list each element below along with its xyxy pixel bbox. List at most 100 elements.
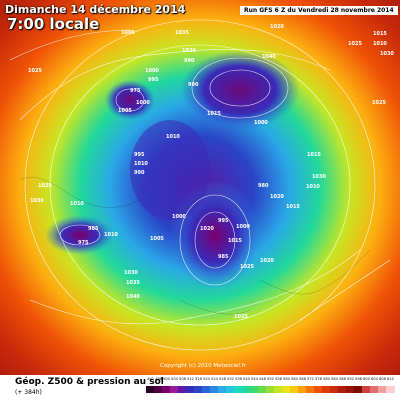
pressure-label: 1005: [121, 30, 135, 36]
legend-swatch: [378, 386, 387, 393]
forecast-lead-time: (+ 384h): [15, 389, 42, 396]
pressure-label: 1000: [145, 68, 159, 74]
pressure-label: 1035: [175, 30, 189, 36]
pressure-label: 1005: [118, 108, 132, 114]
legend-tick-label: 600: [363, 377, 370, 381]
legend-tick-label: 560: [283, 377, 290, 381]
coastlines: [19, 177, 371, 315]
legend-tick-label: 588: [339, 377, 346, 381]
legend-swatch: [386, 386, 395, 393]
geopotential-map-graphic: [0, 0, 400, 375]
pressure-label: 990: [188, 82, 199, 88]
legend-swatch: [290, 386, 299, 393]
pressure-label: 1025: [38, 183, 52, 189]
legend-swatch: [250, 386, 259, 393]
legend-tick-label: 516: [195, 377, 202, 381]
pressure-label: 1015: [228, 238, 242, 244]
legend-tick-label: 528: [219, 377, 226, 381]
legend-tick-label: 536: [235, 377, 242, 381]
legend-tick-label: 548: [259, 377, 266, 381]
pressure-label: 1020: [270, 194, 284, 200]
pressure-label: 1020: [260, 258, 274, 264]
legend-tick-label: 608: [379, 377, 386, 381]
low-pressure-north: [180, 50, 300, 130]
legend-tick-label: 508: [179, 377, 186, 381]
pressure-label: 1005: [150, 236, 164, 242]
legend-swatch: [218, 386, 227, 393]
legend-swatch: [266, 386, 275, 393]
legend-swatch: [162, 386, 171, 393]
legend-swatch: [282, 386, 291, 393]
weather-map: 1005 1020 1025 1025 1010 1015 1030 1035 …: [0, 0, 400, 375]
legend-tick-label: 504: [171, 377, 178, 381]
legend-tick-label: 596: [355, 377, 362, 381]
pressure-label: 1020: [270, 24, 284, 30]
legend-swatch: [178, 386, 187, 393]
pressure-label: 1010: [70, 201, 84, 207]
legend-swatch: [154, 386, 163, 393]
legend-tick-label: 580: [323, 377, 330, 381]
legend-swatch: [202, 386, 211, 393]
legend-tick-label: 532: [227, 377, 234, 381]
pressure-label: 1010: [373, 41, 387, 47]
pressure-label: 1015: [307, 152, 321, 158]
isobar-lines: [9, 19, 391, 351]
pressure-label: 1015: [207, 111, 221, 117]
legend-swatch: [194, 386, 203, 393]
legend-tick-label: 512: [187, 377, 194, 381]
legend-tick-label: 604: [371, 377, 378, 381]
legend-tick-label: 576: [315, 377, 322, 381]
legend-swatch: [242, 386, 251, 393]
pressure-label: 985: [218, 254, 229, 260]
pressure-label: 1040: [262, 54, 276, 60]
low-pressure-west: [45, 215, 115, 255]
pressure-label: 1030: [30, 198, 44, 204]
legend-tick-label: 568: [299, 377, 306, 381]
map-variable-title: Géop. Z500 & pression au sol: [15, 377, 164, 387]
pressure-label: 1000: [136, 100, 150, 106]
pressure-label: 980: [258, 183, 269, 189]
legend-tick-label: 524: [211, 377, 218, 381]
legend-tick-label: 544: [251, 377, 258, 381]
color-scale-legend: 492 496 500 504 508 512 516 520 524 528 532 536 540 5…: [146, 377, 395, 393]
trough-central: [130, 120, 210, 220]
legend-swatch: [258, 386, 267, 393]
legend-swatch: [370, 386, 379, 393]
legend-swatch: [274, 386, 283, 393]
pressure-label: 1040: [126, 294, 140, 300]
pressure-label: 1010: [306, 184, 320, 190]
pressure-label: 1020: [182, 48, 196, 54]
legend-swatch: [354, 386, 363, 393]
legend-swatch: [170, 386, 179, 393]
low-pressure-northwest: [105, 80, 155, 120]
pressure-label: 1000: [254, 120, 268, 126]
legend-swatch: [146, 386, 155, 393]
legend-tick-label: 496: [155, 377, 162, 381]
legend-swatch: [226, 386, 235, 393]
legend-tick-label: 564: [291, 377, 298, 381]
pressure-label: 1000: [172, 214, 186, 220]
legend-tick-label: 552: [267, 377, 274, 381]
pressure-label: 1020: [200, 226, 214, 232]
model-run-info: Run GFS 6 Z du Vendredi 28 novembre 2014: [240, 6, 398, 15]
pressure-label: 1035: [126, 280, 140, 286]
pressure-label: 990: [184, 58, 195, 64]
legend-tick-label: 540: [243, 377, 250, 381]
legend-swatch: [234, 386, 243, 393]
legend-tick-label: 612: [387, 377, 394, 381]
forecast-time: 7:00 locale: [7, 15, 100, 33]
pressure-label: 1025: [372, 100, 386, 106]
pressure-label: 995: [218, 218, 229, 224]
copyright-notice: Copyright (c) 2010 Meteociel.fr: [160, 363, 246, 369]
pressure-labels-layer: 1005 1020 1025 1025 1010 1015 1030 1035 …: [0, 0, 400, 375]
pressure-label: 995: [148, 77, 159, 83]
legend-swatch: [314, 386, 323, 393]
legend-swatch: [338, 386, 347, 393]
pressure-label: 995: [134, 152, 145, 158]
pressure-label: 1000: [236, 224, 250, 230]
pressure-label: 1025: [28, 68, 42, 74]
pressure-label: 1025: [234, 314, 248, 320]
legend-swatch: [346, 386, 355, 393]
legend-tick-label: 592: [347, 377, 354, 381]
pressure-label: 1010: [166, 134, 180, 140]
